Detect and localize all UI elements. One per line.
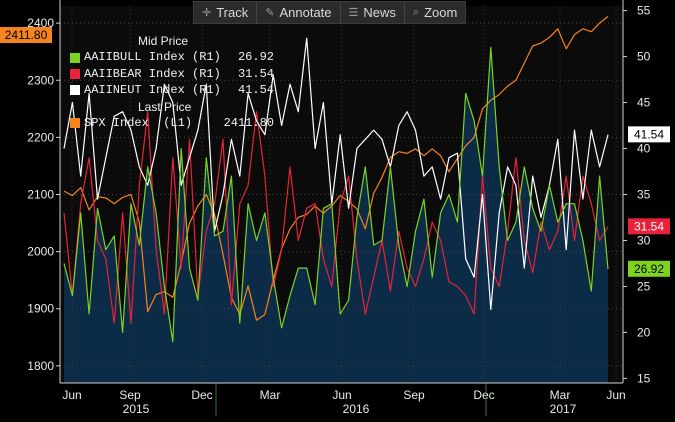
legend-value-spx: 2411.80 <box>223 116 274 131</box>
news-button-label: News <box>363 5 396 20</box>
legend-value-bull: 26.92 <box>237 50 274 65</box>
spx-line <box>63 15 609 321</box>
pencil-icon: ✎ <box>265 7 275 19</box>
x-tick-label: Jun <box>332 388 351 402</box>
neut-line <box>63 37 609 310</box>
x-tick-label: Mar <box>260 388 281 402</box>
legend-swatch-bear <box>70 69 80 80</box>
x-tick-label: Jun <box>62 388 81 402</box>
legend-row-bull: AAIIBULL Index (R1) 26.92 <box>70 49 274 65</box>
left-tick-label: 2300 <box>27 73 54 87</box>
year-label: 2015 <box>123 402 150 416</box>
legend-swatch-bull <box>70 52 80 63</box>
magnifier-icon: ⌕ <box>412 6 420 18</box>
bear-end-tag: 31.54 <box>634 219 664 233</box>
annotate-button[interactable]: ✎ Annotate <box>257 2 341 23</box>
right-tick-label: 30 <box>637 233 651 247</box>
x-tick-label: Jun <box>606 388 625 402</box>
legend-mid-price-header: Mid Price <box>138 34 189 48</box>
left-tick-label: 2400 <box>27 16 54 30</box>
chart-toolbar: ✛ Track ✎ Annotate ☰ News ⌕ Zoom <box>193 1 467 24</box>
left-tick-label: 2200 <box>27 130 54 144</box>
left-tick-label: 1900 <box>27 302 54 316</box>
track-button[interactable]: ✛ Track <box>194 2 258 23</box>
right-tick-label: 50 <box>637 50 651 64</box>
bull-area-fill <box>64 47 608 384</box>
right-tick-label: 45 <box>637 96 651 110</box>
right-tick-label: 15 <box>637 371 651 385</box>
left-tick-label: 2100 <box>27 188 54 202</box>
year-label: 2017 <box>550 402 577 416</box>
legend-value-bear: 31.54 <box>237 66 274 81</box>
year-label: 2016 <box>343 402 370 416</box>
legend-last-price-header: Last Price <box>138 99 192 114</box>
news-icon: ☰ <box>348 7 359 19</box>
right-tick-label: 40 <box>637 142 651 156</box>
neut-end-tag: 41.54 <box>634 127 664 141</box>
news-button[interactable]: ☰ News <box>341 2 405 23</box>
zoom-button[interactable]: ⌕ Zoom <box>405 2 465 23</box>
bull-end-tag-bg <box>628 260 670 277</box>
right-tick-label: 35 <box>637 188 651 202</box>
neut-end-tag-bg <box>628 126 670 143</box>
crosshair-icon: ✛ <box>202 7 212 19</box>
legend-swatch-neut <box>70 85 80 96</box>
x-tick-label: Dec <box>191 388 212 402</box>
x-tick-label: Dec <box>473 388 494 402</box>
legend-name-bull: AAIIBULL Index (R1) <box>84 50 221 65</box>
legend-row-neut: AAIINEUT Index (R1) 41.54 <box>70 82 274 98</box>
bull-end-tag: 26.92 <box>634 262 664 276</box>
legend-name-spx: SPX Index (L1) <box>84 116 193 131</box>
spx-end-tag-bg <box>0 27 52 43</box>
chart-legend: Mid Price AAIIBULL Index (R1) 26.92 AAII… <box>70 33 274 131</box>
bear-end-tag-bg <box>628 218 670 235</box>
x-tick-label: Sep <box>403 388 425 402</box>
bull-line <box>63 46 609 343</box>
left-tick-label: 2000 <box>27 245 54 259</box>
right-tick-label: 20 <box>637 325 651 339</box>
legend-row-bear: AAIIBEAR Index (R1) 31.54 <box>70 66 274 82</box>
x-tick-label: Sep <box>119 388 141 402</box>
right-tick-label: 55 <box>637 4 651 18</box>
legend-swatch-spx <box>70 118 80 129</box>
spx-end-tag: 2411.80 <box>5 28 48 42</box>
right-tick-label: 25 <box>637 279 651 293</box>
legend-name-bear: AAIIBEAR Index (R1) <box>84 66 221 81</box>
legend-value-neut: 41.54 <box>237 83 274 98</box>
bear-line <box>63 111 609 324</box>
x-tick-label: Mar <box>550 388 571 402</box>
left-tick-label: 1800 <box>27 359 54 373</box>
zoom-button-label: Zoom <box>424 5 458 20</box>
legend-name-neut: AAIINEUT Index (R1) <box>84 83 221 98</box>
annotate-button-label: Annotate <box>279 5 332 20</box>
legend-row-spx: SPX Index (L1) 2411.80 <box>70 115 274 131</box>
track-button-label: Track <box>216 5 249 20</box>
